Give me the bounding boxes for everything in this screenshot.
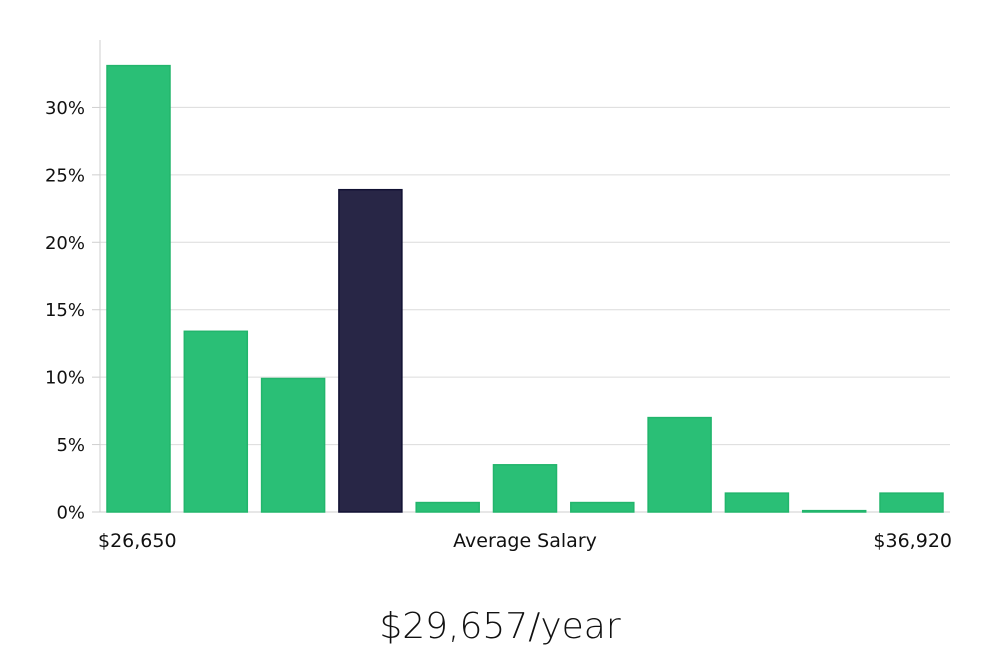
y-tick-label: 30% — [45, 98, 85, 119]
y-tick-labels: 0% 5% 10% 15% 20% 25% 30% — [45, 98, 85, 524]
bar-highlighted — [338, 188, 403, 513]
y-tick-label: 25% — [45, 165, 85, 186]
bar — [570, 501, 635, 513]
x-min-label: $26,650 — [98, 530, 177, 552]
bar — [647, 416, 712, 513]
x-max-label: $36,920 — [873, 530, 952, 552]
y-tick-label: 15% — [45, 300, 85, 321]
y-tick-label: 20% — [45, 233, 85, 254]
bars — [106, 64, 944, 513]
bar — [492, 464, 558, 513]
bar — [260, 377, 326, 513]
bar — [415, 501, 480, 513]
x-axis-title: Average Salary — [453, 530, 597, 552]
y-tick-label: 0% — [56, 503, 85, 524]
bar — [724, 492, 790, 513]
bar — [183, 330, 249, 513]
y-tick-label: 10% — [45, 368, 85, 389]
bar — [801, 509, 867, 513]
average-salary-summary: $29,657/year — [379, 606, 621, 647]
y-tick-label: 5% — [56, 435, 85, 456]
bar — [879, 492, 944, 513]
bar — [106, 64, 171, 513]
